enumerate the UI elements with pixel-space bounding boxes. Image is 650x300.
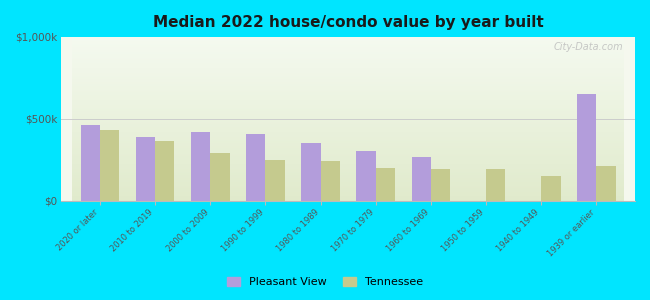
Bar: [81, 125, 100, 201]
Bar: [577, 94, 597, 201]
Text: City-Data.com: City-Data.com: [554, 42, 623, 52]
Bar: [597, 166, 616, 201]
Bar: [136, 137, 155, 201]
Bar: [356, 151, 376, 201]
Bar: [486, 169, 506, 201]
Bar: [191, 132, 211, 201]
Bar: [302, 143, 320, 201]
Bar: [100, 130, 120, 201]
Legend: Pleasant View, Tennessee: Pleasant View, Tennessee: [222, 272, 428, 291]
Bar: [320, 161, 340, 201]
Title: Median 2022 house/condo value by year built: Median 2022 house/condo value by year bu…: [153, 15, 543, 30]
Bar: [376, 168, 395, 201]
Bar: [155, 141, 174, 201]
Bar: [431, 169, 450, 201]
Bar: [411, 157, 431, 201]
Bar: [211, 153, 229, 201]
Bar: [265, 160, 285, 201]
Bar: [541, 176, 560, 201]
Bar: [246, 134, 265, 201]
